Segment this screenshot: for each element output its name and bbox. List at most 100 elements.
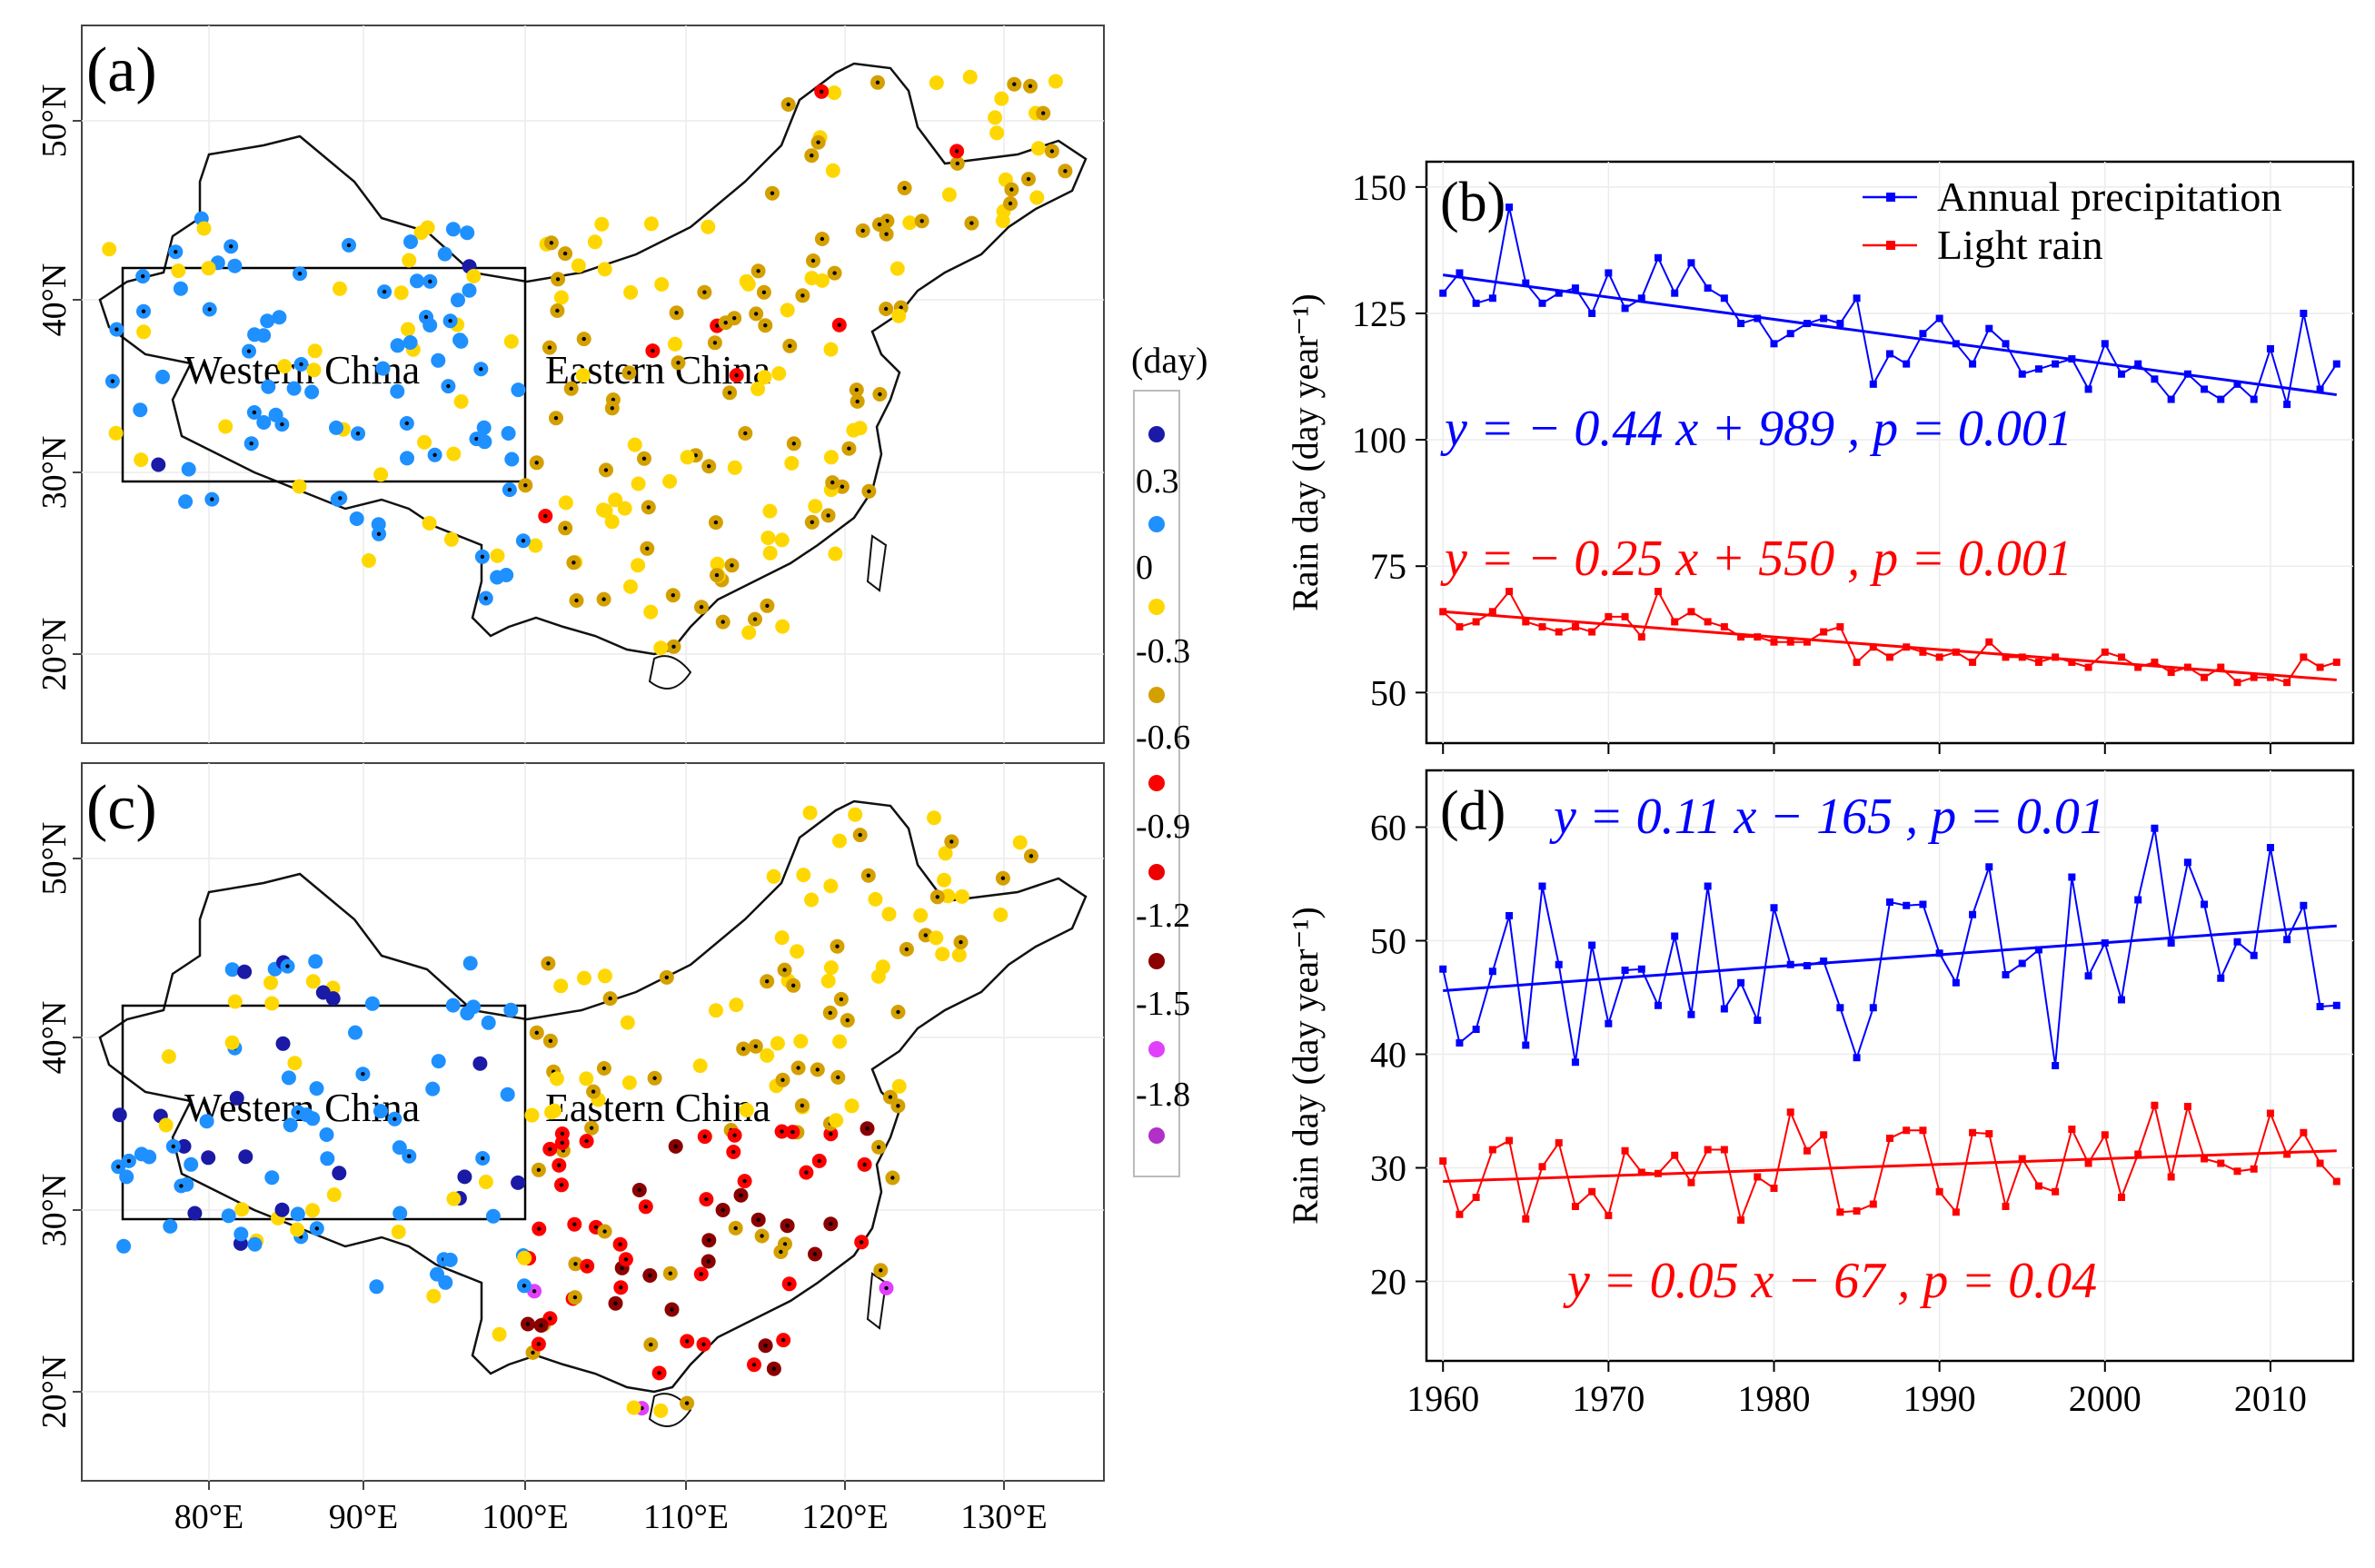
significance-dot (800, 1103, 805, 1108)
station-point (402, 253, 417, 268)
series-annual (1439, 203, 2340, 409)
data-point (1621, 612, 1629, 620)
data-point (2201, 673, 2209, 681)
data-point (2034, 365, 2042, 373)
significance-dot (627, 371, 631, 375)
significance-dot (693, 453, 698, 458)
significance-dot (547, 345, 552, 350)
significance-dot (826, 513, 830, 518)
station-point (348, 1025, 363, 1040)
data-point (1621, 1146, 1629, 1155)
significance-dot (785, 1224, 790, 1228)
station-point (623, 579, 638, 594)
significance-dot (752, 617, 758, 621)
data-point (1754, 1017, 1762, 1024)
significance-dot (521, 539, 526, 543)
data-point (2217, 663, 2225, 671)
data-point (1704, 284, 1712, 293)
significance-dot (765, 603, 770, 608)
data-point (2052, 1187, 2060, 1196)
data-point (1886, 653, 1893, 661)
significance-dot (432, 452, 437, 457)
lat-tick-label: 30°N (35, 1174, 74, 1247)
significance-dot (820, 236, 825, 242)
data-point (1853, 1054, 1861, 1062)
significance-dot (285, 964, 290, 968)
data-point (1655, 1001, 1662, 1009)
station-point (503, 1002, 519, 1017)
station-point (413, 225, 429, 241)
station-point (829, 1113, 844, 1128)
station-point (184, 1156, 199, 1172)
significance-dot (1063, 169, 1068, 174)
data-point (1637, 633, 1645, 641)
data-point (1637, 965, 1645, 973)
station-point (315, 985, 331, 1000)
significance-dot (581, 336, 586, 342)
station-point (741, 625, 757, 640)
significance-dot (780, 1129, 784, 1134)
data-point (2052, 360, 2060, 368)
station-point (951, 948, 967, 963)
station-point (962, 69, 978, 84)
significance-dot (560, 1140, 564, 1146)
station-point (823, 878, 839, 894)
station-point (571, 258, 586, 273)
station-point (954, 888, 969, 904)
data-point (2134, 360, 2142, 368)
data-point (1836, 1004, 1844, 1012)
data-point (1720, 623, 1728, 630)
chart-panel-b: 50 75 100 125 150 Rain day (day year⁻¹) (b) y =… (1285, 160, 2355, 754)
data-point (2151, 824, 2159, 832)
station-point (460, 225, 475, 241)
significance-dot (1028, 84, 1033, 89)
station-point (309, 1081, 324, 1097)
station-point (292, 479, 307, 494)
significance-dot (1029, 854, 1034, 858)
x-tick-label: 1980 (1738, 1378, 1811, 1419)
station-point (692, 1058, 708, 1074)
station-point (825, 163, 840, 178)
y-tick-label: 125 (1352, 293, 1406, 334)
significance-dot (571, 561, 576, 565)
significance-dot (536, 1167, 542, 1172)
legend-entry: Light rain (1937, 222, 2103, 268)
station-point (796, 868, 811, 883)
significance-dot (830, 480, 835, 485)
significance-dot (382, 289, 387, 294)
data-point (2068, 873, 2076, 881)
station-point (774, 930, 790, 946)
data-point (1505, 203, 1514, 212)
significance-dot (763, 323, 768, 328)
significance-dot (651, 348, 655, 353)
significance-dot (959, 939, 963, 945)
western-china-box (121, 266, 527, 483)
station-point (832, 833, 847, 849)
significance-dot (338, 496, 343, 501)
data-point (2283, 401, 2291, 409)
significance-dot (641, 456, 647, 461)
station-point (804, 892, 820, 908)
data-point (1655, 588, 1662, 596)
data-point (1704, 1146, 1712, 1154)
station-point (941, 187, 957, 203)
map-panel-c: Western China Eastern China(c)20°N30°N40°… (35, 762, 1105, 1536)
data-point (1820, 958, 1828, 965)
significance-dot (602, 1229, 607, 1234)
data-point (2266, 344, 2274, 352)
legend-swatch (1148, 1127, 1165, 1144)
significance-dot (860, 1240, 864, 1245)
data-point (1605, 269, 1613, 277)
significance-dot (723, 321, 728, 325)
station-point (290, 1206, 305, 1222)
station-point (361, 553, 376, 568)
station-point (422, 515, 437, 531)
legend-swatch (1148, 953, 1165, 969)
significance-dot (645, 546, 650, 551)
significance-dot (246, 349, 252, 353)
significance-dot (835, 944, 840, 948)
data-point (1803, 1146, 1811, 1155)
significance-dot (652, 1076, 657, 1080)
data-point (2118, 653, 2125, 661)
data-point (1605, 1212, 1613, 1219)
